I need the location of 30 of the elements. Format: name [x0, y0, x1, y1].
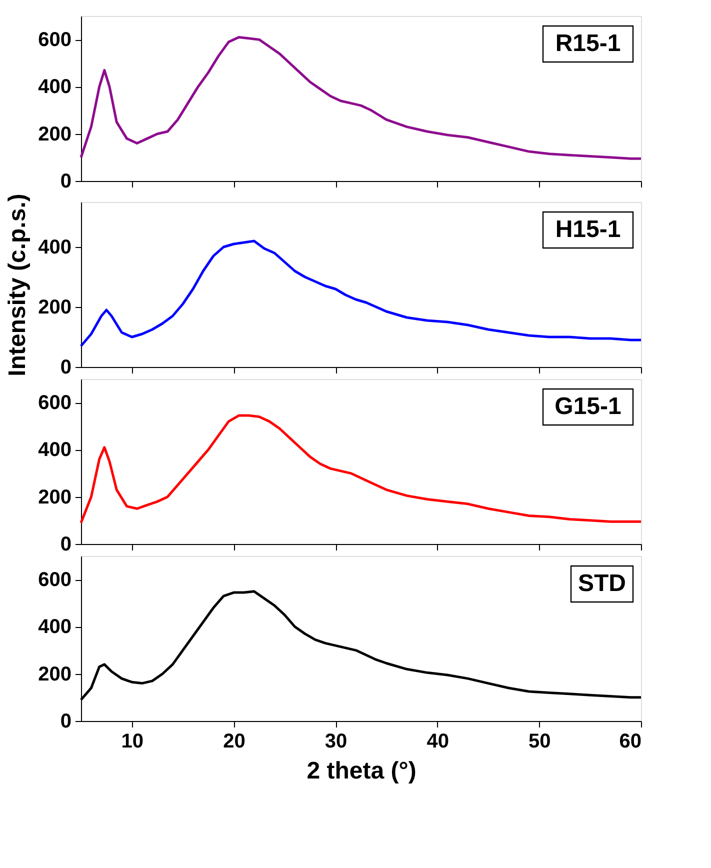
x-tick-label: 40: [426, 730, 449, 752]
x-tick-label: 30: [324, 730, 348, 752]
y-tick-label: 0: [60, 356, 72, 378]
y-tick-label: 400: [38, 76, 72, 98]
text: STD: [578, 570, 626, 597]
y-tick-label: 600: [38, 29, 72, 52]
x-tick-label: 50: [528, 730, 551, 752]
y-tick-label: 400: [38, 616, 72, 638]
y-tick-label: 400: [38, 236, 72, 258]
text: R15-1: [555, 30, 621, 57]
text: H15-1: [555, 216, 621, 243]
y-tick-label: 400: [38, 439, 72, 462]
x-tick-label: 10: [121, 730, 144, 752]
y-tick-label: 0: [60, 534, 72, 556]
line-series: [80, 36, 642, 160]
y-tick-label: 600: [38, 392, 72, 414]
y-tick-label: 0: [60, 710, 72, 732]
y-tick-label: 600: [38, 569, 72, 592]
y-tick-label: 0: [60, 170, 72, 192]
y-tick-label: 200: [38, 486, 72, 508]
y-tick-label: 200: [38, 663, 72, 686]
line-series: [80, 414, 642, 524]
y-tick-label: 200: [38, 296, 72, 318]
x-tick-label: 60: [619, 730, 642, 752]
x-tick-label: 20: [223, 730, 246, 752]
x-axis-title: 2 theta (°): [306, 758, 416, 784]
text: G15-1: [554, 393, 622, 420]
y-axis-title: Intensity (c.p.s.): [4, 194, 32, 376]
line-series: [80, 240, 642, 348]
y-tick-label: 200: [38, 123, 72, 146]
